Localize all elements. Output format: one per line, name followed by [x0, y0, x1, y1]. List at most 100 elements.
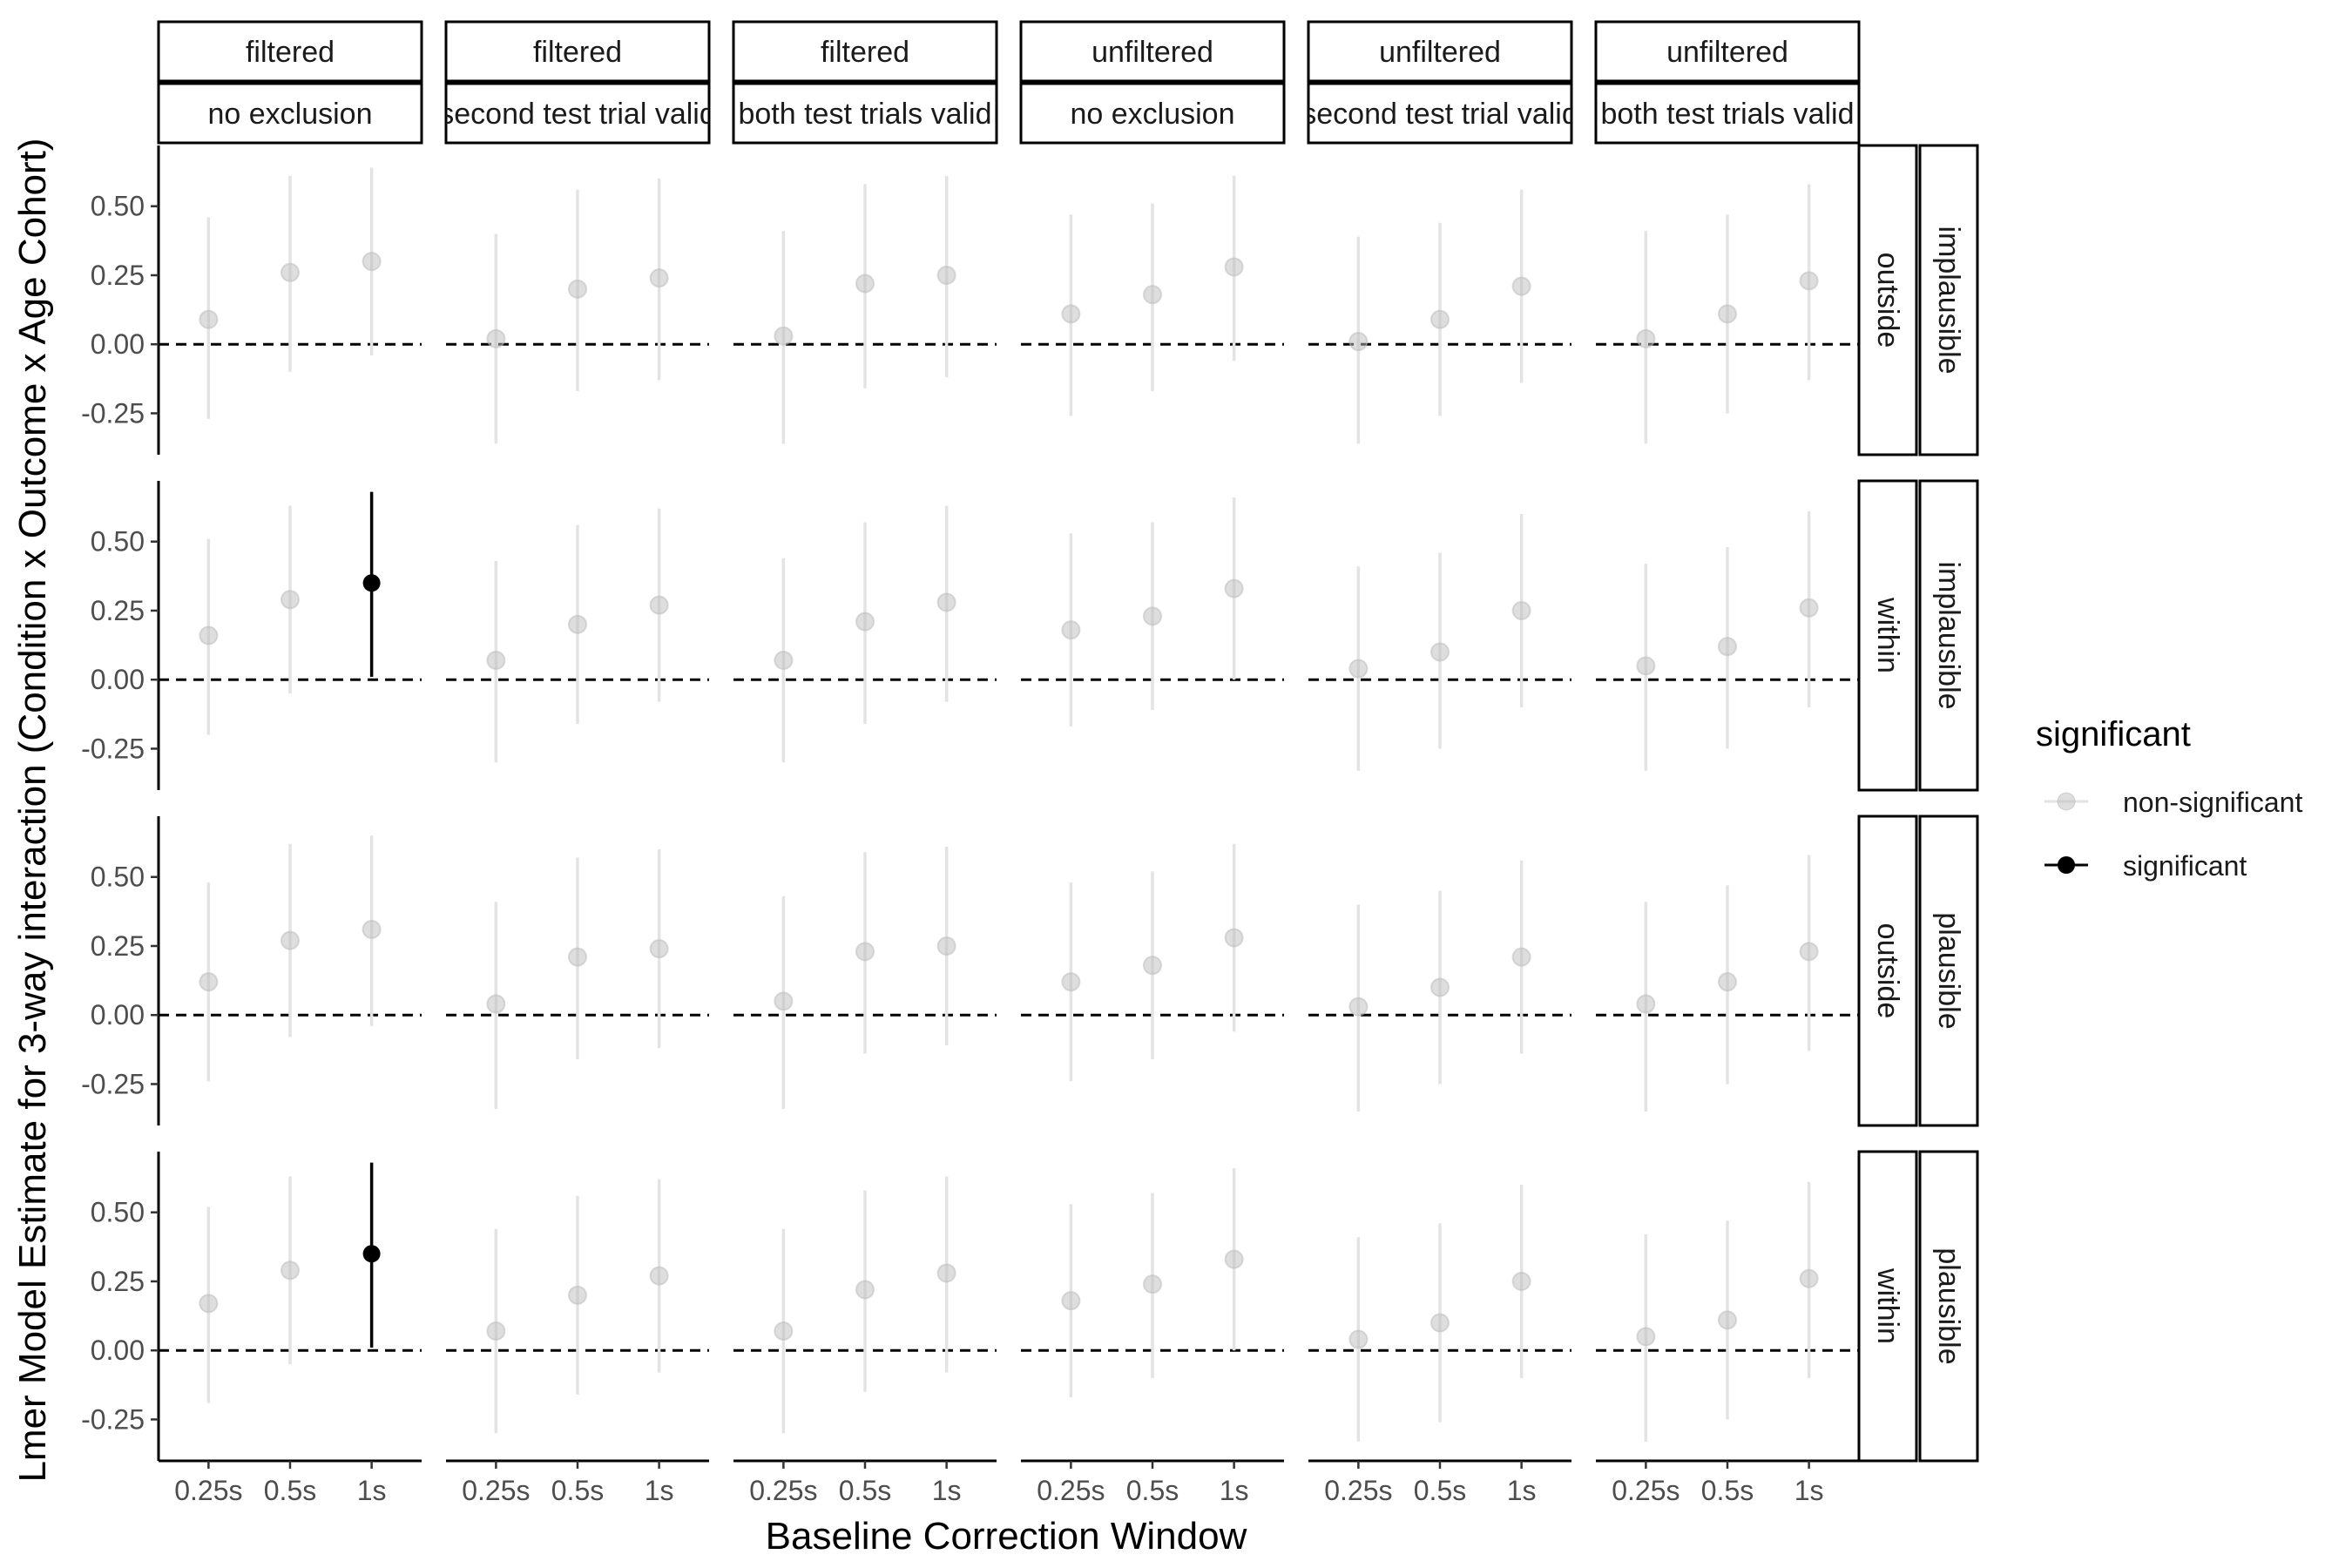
- column-strip-box: [444, 20, 711, 83]
- panel-r4-c4: [1021, 1168, 1284, 1398]
- row-strip-box: [1918, 479, 1979, 792]
- estimate-point: [1224, 578, 1244, 598]
- row-strip-inner: outside: [1857, 144, 1918, 456]
- estimate-point: [1061, 304, 1081, 324]
- y-tick-label: 0.50: [91, 1197, 145, 1228]
- row-strip-outer: plausible: [1918, 1150, 1979, 1463]
- column-strip-bottom: both test trials valid: [732, 82, 998, 145]
- column-strip-box: [1019, 82, 1286, 145]
- estimate-point: [774, 651, 794, 671]
- panel-r1-c4: [1021, 175, 1284, 416]
- estimate-point: [1061, 620, 1081, 640]
- y-tick-label: 0.00: [91, 664, 145, 695]
- x-axis-col-2: 0.25s 0.5s 1s: [446, 1459, 709, 1506]
- row-strip-label-outside: outside: [1871, 253, 1904, 348]
- estimate-point: [936, 592, 956, 612]
- row-strip-inner: within: [1857, 1150, 1918, 1463]
- y-tick-label: 0.00: [91, 999, 145, 1031]
- x-axis-col-3: 0.25s 0.5s 1s: [733, 1459, 997, 1506]
- estimate-point: [649, 1266, 669, 1286]
- panel-r1-c2: [446, 179, 709, 444]
- column-strip-box: [157, 82, 423, 145]
- x-tick-label: 0.25s: [749, 1475, 817, 1506]
- estimate-point: [199, 625, 219, 645]
- panel-r3-c6: [1596, 855, 1859, 1112]
- column-strip-top: filtered: [732, 20, 998, 83]
- row-strip-outer: implausible: [1918, 479, 1979, 792]
- row-strip-outer: plausible: [1918, 814, 1979, 1127]
- x-tick-label: 0.5s: [1701, 1475, 1754, 1506]
- row-strip-label-outside: outside: [1871, 923, 1904, 1019]
- estimate-point: [280, 1260, 300, 1281]
- estimate-point: [1511, 947, 1531, 967]
- axes-layer: -0.25 0.00 0.25 0.50 -0.25 0.00 0.25 0.50 -0.25 0…: [81, 145, 1859, 1506]
- column-strip-box: [732, 20, 998, 83]
- column-strip-bottom: second test trial valid: [1307, 82, 1573, 145]
- panel-r1-c5: [1308, 189, 1571, 444]
- y-axis-row-4: -0.25 0.00 0.25 0.50: [81, 1152, 160, 1461]
- estimate-point: [568, 947, 587, 967]
- row-strip-box: [1857, 814, 1918, 1127]
- estimate-point: [1430, 642, 1450, 662]
- estimate-point: [1430, 977, 1450, 997]
- panel-r2-c1: [159, 491, 422, 735]
- estimate-point: [1348, 332, 1369, 352]
- row-strip-label-implausible: implausible: [1932, 226, 1965, 374]
- y-tick-label: 0.25: [91, 930, 145, 962]
- row-strip-label-within: within: [1871, 1267, 1904, 1344]
- row-strip-inner: outside: [1857, 814, 1918, 1127]
- estimate-point: [649, 268, 669, 288]
- column-strip-top: filtered: [444, 20, 711, 83]
- y-tick-label: 0.00: [91, 1335, 145, 1366]
- x-tick-label: 0.25s: [1612, 1475, 1680, 1506]
- column-strip-top: unfiltered: [1594, 20, 1861, 83]
- estimate-point: [1511, 276, 1531, 296]
- estimate-point: [486, 328, 506, 348]
- x-axis-col-6: 0.25s 0.5s 1s: [1596, 1459, 1859, 1506]
- y-tick-label: 0.25: [91, 1266, 145, 1297]
- panel-r4-c6: [1596, 1181, 1859, 1442]
- estimate-point: [1430, 309, 1450, 329]
- y-tick-label: 0.25: [91, 260, 145, 291]
- column-strip-label-both-test-trials-valid: both test trials valid: [1600, 98, 1854, 131]
- panel-r2-c4: [1021, 497, 1284, 727]
- column-strip-top: unfiltered: [1307, 20, 1573, 83]
- estimate-point: [280, 590, 300, 610]
- estimate-point: [199, 1294, 219, 1314]
- strips-layer: filtered no exclusion filtered second test …: [157, 20, 1979, 1463]
- estimate-point-significant: [362, 574, 381, 592]
- y-tick-label: 0.00: [91, 328, 145, 360]
- x-axis-col-4: 0.25s 0.5s 1s: [1021, 1459, 1284, 1506]
- legend: significant non-significant significant: [2036, 715, 2302, 882]
- panel-r4-c2: [446, 1179, 709, 1434]
- column-strip-box: [1019, 20, 1286, 83]
- x-tick-label: 1s: [357, 1475, 387, 1506]
- row-strip-box: [1857, 479, 1918, 792]
- x-tick-label: 0.25s: [1037, 1475, 1105, 1506]
- x-tick-label: 0.5s: [264, 1475, 316, 1506]
- estimate-point: [1511, 1271, 1531, 1291]
- panel-r1-c3: [733, 175, 997, 444]
- estimate-point: [1636, 1327, 1656, 1347]
- estimate-point: [1224, 257, 1244, 277]
- estimate-point: [855, 942, 875, 962]
- y-tick-label: -0.25: [81, 733, 145, 764]
- panel-r3-c4: [1021, 843, 1284, 1082]
- column-strip-bottom: both test trials valid: [1594, 82, 1861, 145]
- estimate-point: [1224, 1249, 1244, 1269]
- legend-key-point-non-significant: [2057, 792, 2076, 811]
- estimate-point: [1799, 1268, 1819, 1288]
- y-tick-label: 0.25: [91, 595, 145, 626]
- x-tick-label: 1s: [645, 1475, 674, 1506]
- row-strip-box: [1918, 144, 1979, 456]
- estimate-point: [486, 651, 506, 671]
- estimate-point: [568, 1285, 587, 1305]
- column-strip-label-second-test-trial-valid: second test trial valid: [439, 98, 716, 131]
- column-strip-label-no-exclusion: no exclusion: [1070, 98, 1234, 131]
- estimate-point: [774, 1321, 794, 1342]
- estimate-point: [1348, 659, 1369, 679]
- estimate-point: [568, 614, 587, 634]
- estimate-point: [1799, 271, 1819, 291]
- estimate-point: [362, 919, 382, 939]
